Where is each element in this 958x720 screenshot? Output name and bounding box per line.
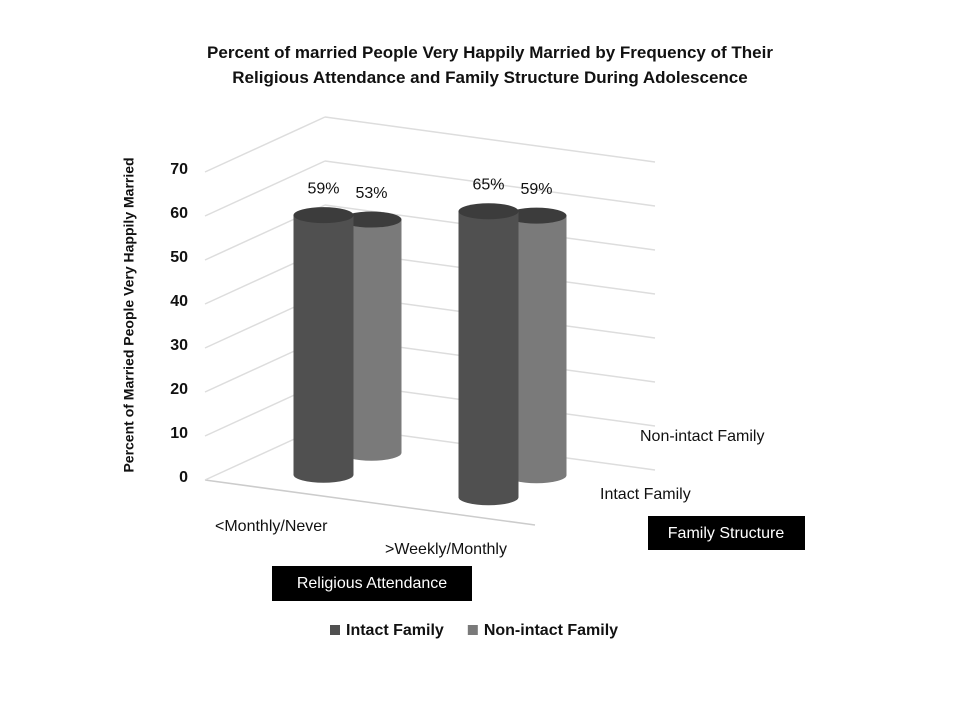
chart-title: Percent of married People Very Happily M… [207, 43, 773, 87]
value-label: 53% [355, 185, 387, 202]
y-tick-label: 0 [179, 469, 188, 486]
legend-swatch [467, 625, 478, 635]
x-tick-label: <Monthly/Never [215, 518, 328, 535]
grid-line [204, 160, 326, 217]
z-tick-label: Intact Family [600, 486, 691, 503]
bar [458, 211, 519, 498]
z-tick-label: Non-intact Family [640, 428, 764, 445]
y-tick-label: 40 [170, 293, 188, 310]
grid-line [324, 160, 656, 207]
bar-cap [458, 203, 519, 220]
bar [293, 215, 354, 475]
x-axis-title: Religious Attendance [297, 575, 447, 592]
x-tick-label: >Weekly/Monthly [385, 541, 507, 558]
bar-cap [293, 207, 354, 224]
z-axis-title: Family Structure [668, 525, 785, 542]
y-tick-label: 10 [170, 425, 188, 442]
y-tick-label: 30 [170, 337, 188, 354]
value-label: 59% [520, 181, 552, 198]
legend-swatch [330, 625, 340, 635]
legend-label: Non-intact Family [484, 622, 618, 639]
y-tick-label: 70 [170, 161, 188, 178]
grid-line [324, 116, 656, 163]
y-tick-label: 50 [170, 249, 188, 266]
grid-line [204, 116, 326, 173]
floor-edge [204, 479, 536, 526]
y-tick-label: 20 [170, 381, 188, 398]
legend-label: Intact Family [346, 622, 444, 639]
axis-title-box [272, 566, 472, 601]
value-label: 59% [307, 180, 339, 197]
y-axis-title: Percent of Married People Very Happily M… [121, 157, 137, 472]
bar-cap [506, 207, 567, 224]
axis-title-box [648, 516, 805, 550]
value-label: 65% [472, 176, 504, 193]
bar-cap [341, 211, 402, 228]
y-tick-label: 60 [170, 205, 188, 222]
